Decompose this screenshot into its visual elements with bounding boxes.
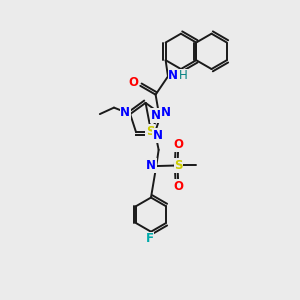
Text: N: N (151, 109, 161, 122)
Text: N: N (153, 129, 163, 142)
Text: O: O (129, 76, 139, 89)
Text: N: N (120, 105, 130, 118)
Text: N: N (161, 106, 171, 119)
Text: O: O (174, 138, 184, 151)
Text: N: N (154, 129, 164, 142)
Text: N: N (120, 106, 130, 119)
Text: N: N (146, 159, 156, 172)
Text: S: S (146, 125, 154, 138)
Text: O: O (174, 180, 184, 193)
Text: F: F (146, 232, 154, 245)
Text: N: N (168, 69, 178, 82)
Text: S: S (174, 159, 183, 172)
Text: H: H (179, 69, 188, 82)
